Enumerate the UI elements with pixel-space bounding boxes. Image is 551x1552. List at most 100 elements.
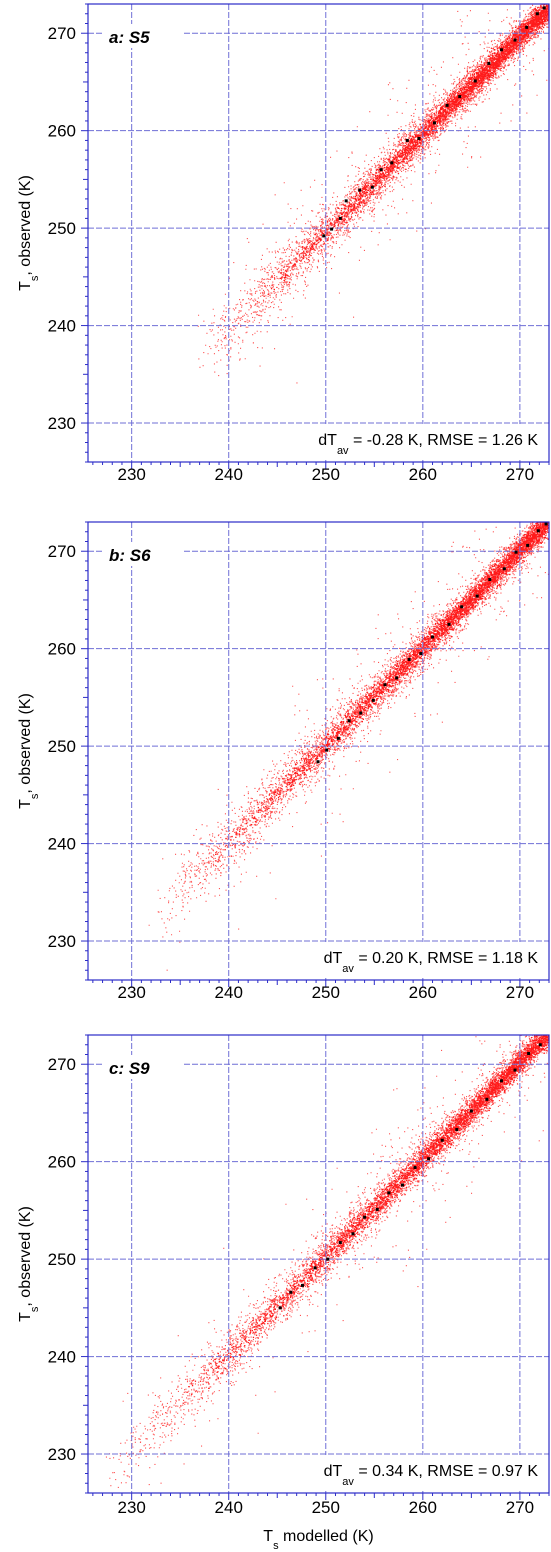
highlight-point [445, 103, 449, 107]
highlight-point [447, 622, 451, 626]
x-tick-label: 260 [409, 465, 437, 484]
scatter-points [148, 522, 549, 980]
highlight-point [336, 736, 340, 740]
y-tick-label: 260 [48, 1153, 76, 1172]
scatter-points [105, 1035, 549, 1488]
x-tick-label: 230 [117, 983, 145, 1002]
highlight-point [475, 594, 479, 598]
scatter-core [256, 4, 549, 303]
x-tick-label: 240 [215, 1498, 243, 1517]
highlight-point [395, 676, 399, 680]
highlight-point [289, 1290, 293, 1294]
highlight-point [407, 657, 411, 661]
highlight-point [538, 1043, 542, 1047]
y-tick-label: 260 [48, 122, 76, 141]
x-tick-label: 230 [117, 1498, 145, 1517]
highlight-point [485, 1097, 489, 1101]
x-tick-label: 260 [409, 983, 437, 1002]
ticks [81, 1034, 550, 1500]
x-tick-label: 270 [506, 983, 534, 1002]
highlight-point [469, 1109, 473, 1113]
highlight-point [359, 711, 363, 715]
highlight-point [400, 1183, 404, 1187]
plot-frame [87, 3, 550, 463]
highlight-point [326, 1257, 330, 1261]
highlight-point [351, 1232, 355, 1236]
highlight-point [379, 168, 383, 172]
title-background [104, 542, 184, 566]
highlight-point [375, 1207, 379, 1211]
highlight-point [432, 121, 436, 125]
x-tick-label: 230 [117, 465, 145, 484]
annotation-background [278, 424, 546, 458]
highlight-point [455, 1128, 459, 1132]
highlight-point [513, 1068, 517, 1072]
y-tick-label: 240 [48, 1348, 76, 1367]
highlight-points [316, 522, 548, 764]
y-tick-label: 240 [48, 835, 76, 854]
highlight-point [387, 1191, 391, 1195]
x-tick-label: 240 [215, 465, 243, 484]
highlight-point [513, 38, 517, 42]
ticks [81, 521, 550, 987]
highlight-point [370, 185, 374, 189]
ticks [81, 3, 550, 469]
x-tick-label: 260 [409, 1498, 437, 1517]
highlight-point [338, 216, 342, 220]
highlight-point [419, 652, 423, 656]
y-tick-label: 250 [48, 737, 76, 756]
highlight-points [278, 1043, 542, 1310]
highlight-point [358, 188, 362, 192]
panel-title: a: S5 [109, 28, 150, 47]
plot-frame [87, 521, 550, 981]
highlight-point [278, 1306, 282, 1310]
scatter-cloud [148, 522, 549, 980]
highlight-point [458, 95, 462, 99]
scatter-core [178, 1035, 549, 1407]
stats-annotation: dTav = 0.20 K, RMSE = 1.18 K [324, 950, 539, 975]
highlight-point [316, 760, 320, 764]
y-tick-label: 240 [48, 317, 76, 336]
highlight-point [544, 522, 548, 526]
highlight-point [526, 543, 530, 547]
panel-title: c: S9 [109, 1059, 150, 1078]
highlight-point [502, 567, 506, 571]
highlight-point [347, 719, 351, 723]
highlight-point [322, 234, 326, 238]
y-tick-label: 250 [48, 219, 76, 238]
panel-3: 230 240 250 260 270 230 240 250 260 270 c: S9 dTav … [17, 1034, 550, 1552]
y-axis-label: Ts, observed (K) [17, 175, 41, 291]
y-tick-label: 250 [48, 1250, 76, 1269]
highlight-point [330, 227, 334, 231]
highlight-point [536, 529, 540, 533]
highlight-point [431, 635, 435, 639]
highlight-point [535, 12, 539, 16]
highlight-point [417, 136, 421, 140]
stats-annotation: dTav = 0.34 K, RMSE = 0.97 K [324, 1463, 539, 1488]
scatter-cloud [197, 4, 549, 384]
scatter-cloud [105, 1035, 549, 1488]
highlight-point [440, 1138, 444, 1142]
grid [88, 4, 549, 462]
y-tick-label: 230 [48, 932, 76, 951]
highlight-point [338, 1241, 342, 1245]
scatter-core [215, 522, 549, 863]
highlight-point [487, 61, 491, 65]
y-tick-label: 270 [48, 542, 76, 561]
highlight-point [300, 1283, 304, 1287]
highlight-point [390, 161, 394, 165]
y-tick-label: 230 [48, 414, 76, 433]
stats-annotation: dTav = -0.28 K, RMSE = 1.26 K [318, 432, 538, 457]
highlight-point [525, 25, 529, 29]
highlight-point [371, 698, 375, 702]
x-tick-label: 270 [506, 1498, 534, 1517]
highlight-point [325, 748, 329, 752]
y-tick-label: 260 [48, 640, 76, 659]
highlight-points [322, 6, 546, 238]
highlight-point [383, 683, 387, 687]
y-axis-label: Ts, observed (K) [17, 1206, 41, 1322]
highlight-point [499, 48, 503, 52]
highlight-point [413, 1166, 417, 1170]
y-axis-label: Ts, observed (K) [17, 693, 41, 809]
